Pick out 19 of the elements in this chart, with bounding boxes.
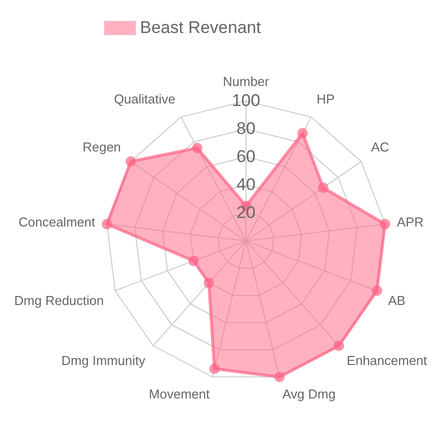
y-tick-label: 80 [236, 119, 256, 138]
spoke-label: Concealment [18, 214, 96, 230]
y-tick-label: 20 [236, 203, 256, 222]
y-tick-label: 40 [236, 175, 256, 194]
y-tick-label: 100 [232, 91, 260, 110]
spoke-label: AC [371, 140, 390, 155]
spoke-label: Avg Dmg [282, 386, 336, 402]
spoke-label: Dmg Immunity [61, 352, 146, 368]
spoke-label: HP [316, 91, 335, 106]
spoke-label: Enhancement [346, 352, 428, 368]
spoke-label: APR [396, 214, 424, 230]
spoke-label: Dmg Reduction [14, 292, 104, 308]
legend-label: Beast Revenant [140, 18, 262, 37]
spoke-label: Movement [148, 386, 210, 402]
spoke-label: Number [222, 74, 270, 89]
spoke-label: Qualitative [114, 91, 176, 106]
spoke-label: AB [388, 292, 406, 308]
y-tick-label: 60 [236, 147, 256, 166]
spoke-label: Regen [82, 140, 121, 155]
